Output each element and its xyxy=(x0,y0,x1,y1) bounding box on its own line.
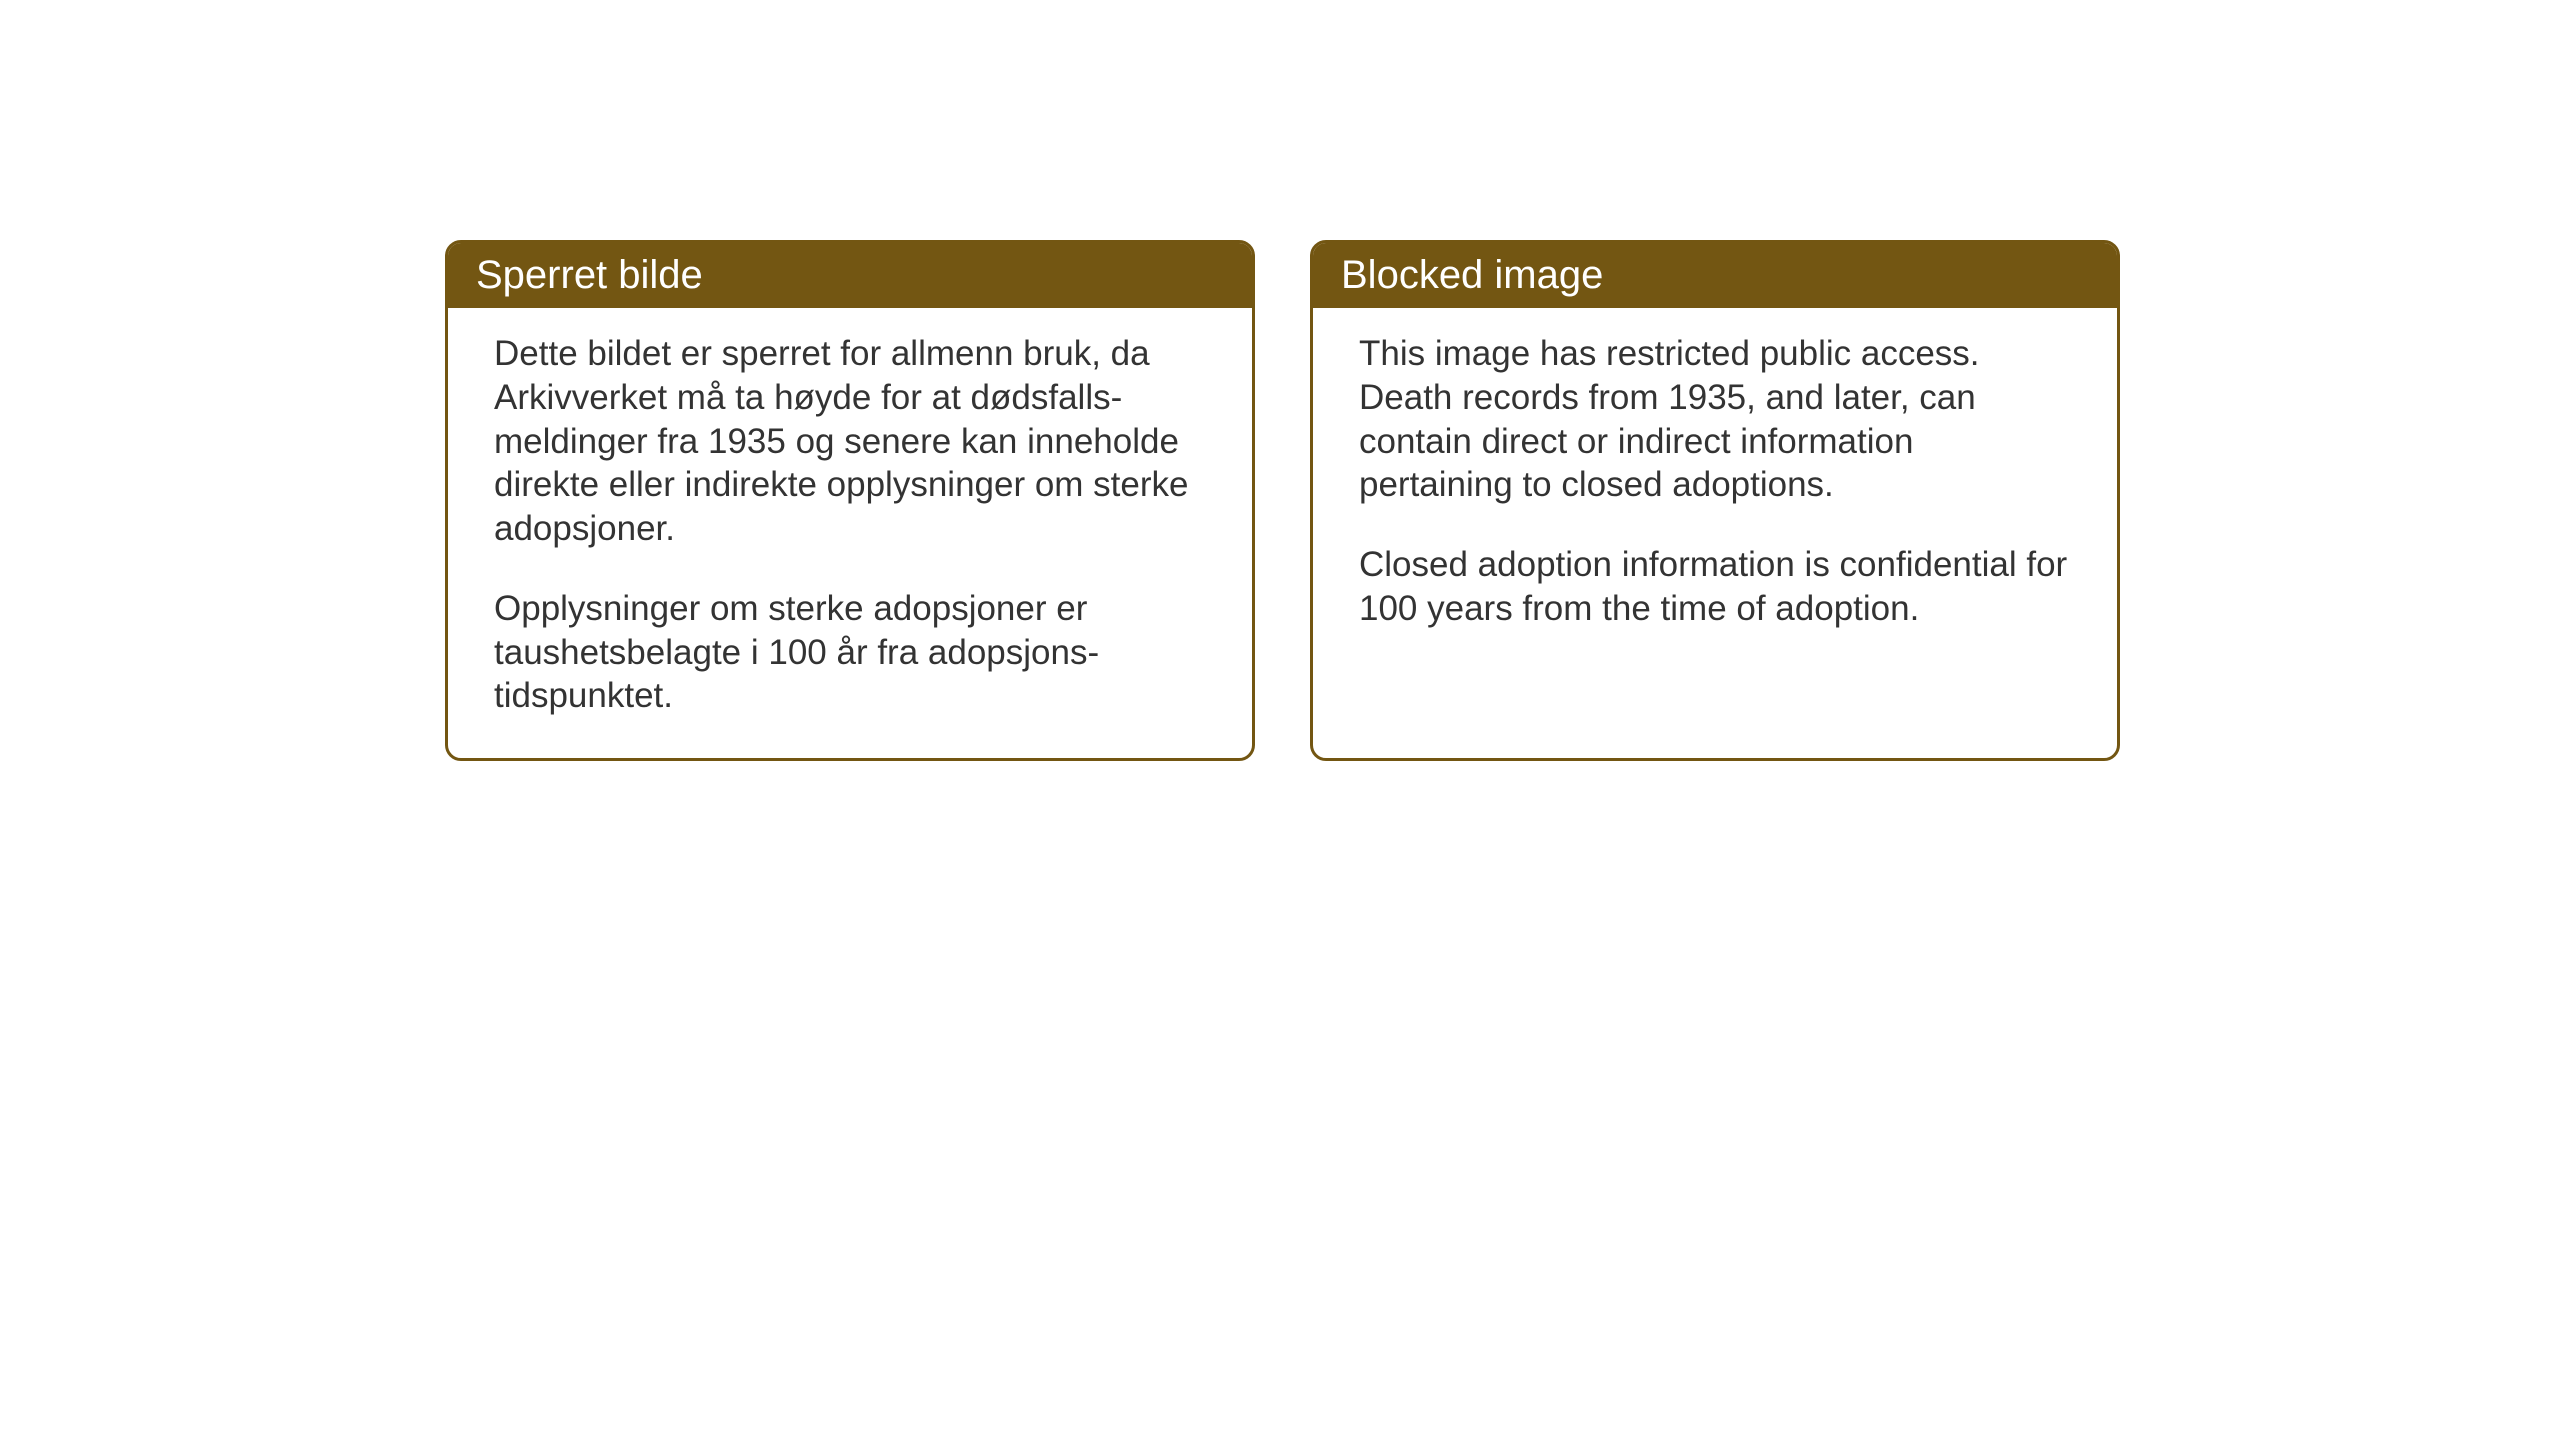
notice-paragraph-2-norwegian: Opplysninger om sterke adopsjoner er tau… xyxy=(494,587,1206,718)
notice-container: Sperret bilde Dette bildet er sperret fo… xyxy=(445,240,2120,761)
notice-box-norwegian: Sperret bilde Dette bildet er sperret fo… xyxy=(445,240,1255,761)
notice-paragraph-2-english: Closed adoption information is confident… xyxy=(1359,543,2071,631)
notice-header-norwegian: Sperret bilde xyxy=(448,243,1252,308)
notice-header-english: Blocked image xyxy=(1313,243,2117,308)
notice-paragraph-1-norwegian: Dette bildet er sperret for allmenn bruk… xyxy=(494,332,1206,551)
notice-body-english: This image has restricted public access.… xyxy=(1313,308,2117,748)
notice-title-english: Blocked image xyxy=(1341,253,1603,297)
notice-box-english: Blocked image This image has restricted … xyxy=(1310,240,2120,761)
notice-title-norwegian: Sperret bilde xyxy=(476,253,703,297)
notice-paragraph-1-english: This image has restricted public access.… xyxy=(1359,332,2071,507)
notice-body-norwegian: Dette bildet er sperret for allmenn bruk… xyxy=(448,308,1252,758)
